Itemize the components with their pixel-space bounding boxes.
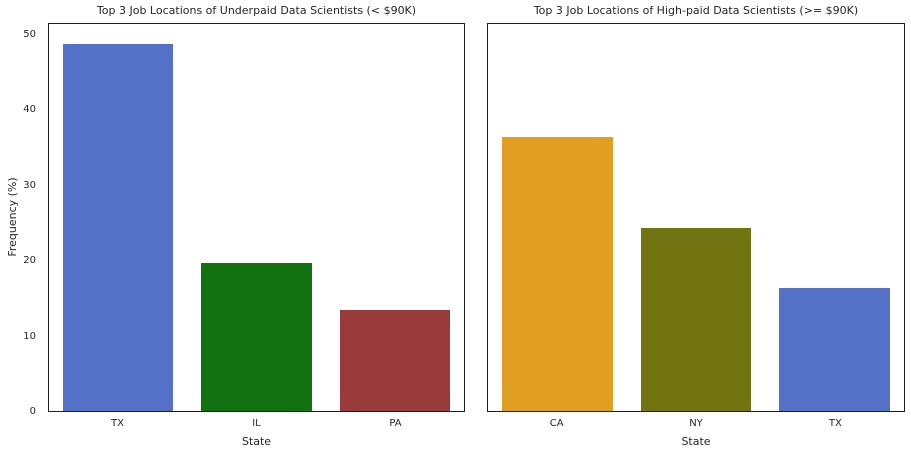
bar-tx [779,288,891,411]
y-tick-30: 30 [23,179,36,191]
plot-area-underpaid [48,23,465,412]
bar-ca [501,137,613,411]
y-axis-tick-labels: 0 10 20 30 40 50 [0,23,42,417]
x-axis-tick-labels-highpaid: CA NY TX [487,417,905,431]
x-tick-il: IL [252,418,261,429]
y-tick-20: 20 [23,255,36,267]
x-tick-tx: TX [111,418,124,429]
x-axis-label-underpaid: State [241,435,272,448]
plot-area-highpaid [487,23,905,412]
x-axis-tick-labels-underpaid: TX IL PA [48,417,465,431]
x-tick-ny: NY [689,418,703,429]
chart-title-underpaid: Top 3 Job Locations of Underpaid Data Sc… [96,4,417,17]
x-tick-pa: PA [389,418,402,429]
x-axis-label-highpaid: State [681,435,711,448]
y-tick-10: 10 [23,330,36,342]
y-tick-0: 0 [29,406,36,417]
bar-tx [62,43,174,411]
x-tick-tx: TX [828,418,842,429]
y-tick-40: 40 [23,104,36,116]
bar-il [201,262,312,411]
bar-ny [640,228,752,411]
x-tick-ca: CA [549,418,564,429]
bar-pa [339,309,451,411]
y-tick-50: 50 [23,29,36,41]
chart-title-highpaid: Top 3 Job Locations of High-paid Data Sc… [533,4,859,17]
